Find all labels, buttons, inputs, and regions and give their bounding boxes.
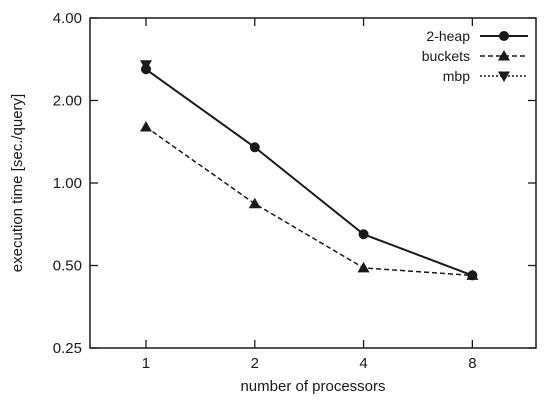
y-tick-label: 2.00 xyxy=(53,93,82,110)
y-axis-title: execution time [sec./query] xyxy=(9,94,26,272)
legend-2-heap-label: 2-heap xyxy=(426,28,470,44)
x-tick-label: 4 xyxy=(359,355,367,372)
y-axis: 0.25 0.50 1.00 2.00 4.00 xyxy=(53,10,536,357)
series-2-heap-point xyxy=(358,229,369,240)
series-buckets-line xyxy=(145,126,473,277)
series-buckets-point xyxy=(139,121,152,132)
series-buckets-point xyxy=(248,197,261,209)
legend-2-heap-marker xyxy=(499,31,509,41)
y-tick-label: 0.50 xyxy=(53,258,82,275)
x-axis: 1 2 4 8 xyxy=(142,18,477,372)
x-tick-label: 1 xyxy=(142,355,150,372)
y-tick-label: 1.00 xyxy=(53,175,82,192)
series-mbp-point xyxy=(139,60,152,71)
series-2-heap-line xyxy=(145,68,473,277)
series-buckets-point xyxy=(357,261,370,273)
x-tick-label: 8 xyxy=(468,355,476,372)
series-buckets-point xyxy=(466,269,479,280)
x-tick-label: 2 xyxy=(251,355,259,372)
series-2-heap-point xyxy=(249,142,260,153)
y-tick-label: 4.00 xyxy=(53,10,82,27)
legend-mbp-label: mbp xyxy=(443,68,470,84)
y-tick-label: 0.25 xyxy=(53,340,82,357)
x-axis-title: number of processors xyxy=(240,378,385,395)
legend-buckets-marker xyxy=(498,50,510,61)
series-layer xyxy=(139,60,479,281)
legend-buckets-label: buckets xyxy=(422,48,470,64)
legend-mbp-marker xyxy=(498,71,510,82)
legend: 2-heap buckets mbp xyxy=(422,28,528,84)
